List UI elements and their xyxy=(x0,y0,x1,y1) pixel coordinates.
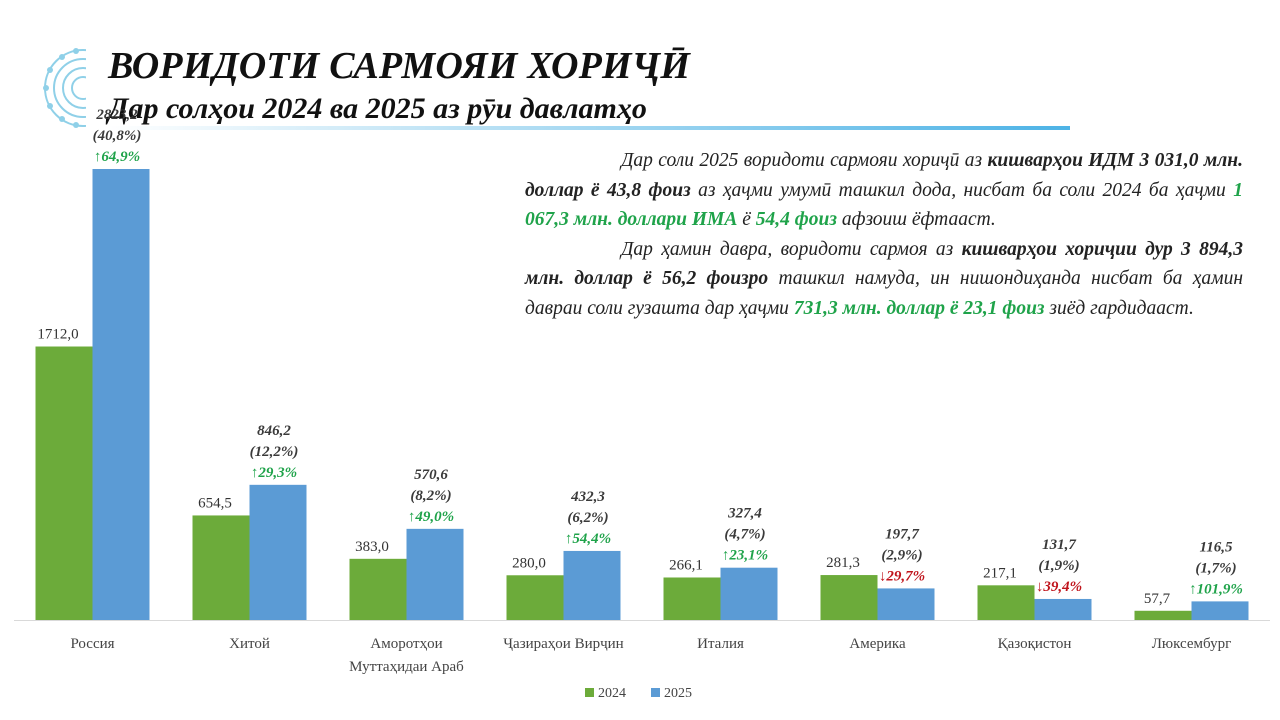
description-run: афзоиш ёфтааст. xyxy=(836,209,996,230)
data-label-2025: 2823,2 xyxy=(95,107,138,123)
description-run: зиёд гардидааст. xyxy=(1044,297,1194,319)
share-label: (1,9%) xyxy=(1038,558,1079,574)
share-label: (6,2%) xyxy=(567,510,608,526)
data-label-2024: 266,1 xyxy=(669,557,703,573)
bar-2025-1 xyxy=(249,484,307,620)
share-label: (4,7%) xyxy=(724,527,765,543)
category-label: Россия xyxy=(70,636,114,652)
data-label-2025: 197,7 xyxy=(885,526,919,542)
bar-2024-3 xyxy=(506,575,564,620)
category-label: Аморотҳои xyxy=(370,636,442,652)
description-text: Дар соли 2025 воридоти сармояи хориҷӣ аз… xyxy=(525,146,1243,323)
page-title: ВОРИДОТИ САРМОЯИ ХОРИҶӢ xyxy=(108,45,691,87)
category-label: Қазоқистон xyxy=(998,636,1072,652)
category-label: Муттаҳидаи Араб xyxy=(349,659,464,675)
data-label-2025: 570,6 xyxy=(414,467,448,483)
bar-2025-4 xyxy=(720,567,778,620)
data-label-2024: 1712,0 xyxy=(37,327,78,343)
legend-label-2025: 2025 xyxy=(664,686,692,701)
description-run: кишварҳои ИДМ 3 031,0 млн. доллар ё 43,8… xyxy=(525,150,1243,201)
description-run: ё xyxy=(737,209,756,230)
data-label-2025: 846,2 xyxy=(257,423,291,439)
share-label: (8,2%) xyxy=(410,488,451,504)
share-label: (12,2%) xyxy=(250,444,299,460)
bar-2024-4 xyxy=(663,577,721,620)
data-label-2025: 131,7 xyxy=(1042,537,1076,553)
description-run: 1 067,3 млн. доллари ИМА xyxy=(525,179,1243,231)
category-label: Ҷазираҳои Вирҷин xyxy=(503,636,623,652)
bar-2024-0 xyxy=(35,346,93,620)
description-paragraph-cis: Дар соли 2025 воридоти сармояи хориҷӣ аз… xyxy=(525,146,1243,235)
data-label-2025: 116,5 xyxy=(1200,539,1233,555)
change-label: ↑54,4% xyxy=(565,531,611,547)
change-label: ↑49,0% xyxy=(408,509,454,525)
category-label: Италия xyxy=(697,636,744,652)
legend-swatch-2025 xyxy=(651,688,660,697)
bar-2025-3 xyxy=(563,550,621,620)
description-run: аз ҳаҷми умумӣ ташкил дода, нисбат ба со… xyxy=(690,179,1234,201)
description-run: кишварҳои хориҷии дур 3 894,3 млн. долла… xyxy=(525,238,1244,290)
description-run: ташкил намуда, ин нишондиҳанда нисбат ба… xyxy=(525,268,1243,319)
bar-2024-2 xyxy=(349,558,407,620)
data-label-2024: 217,1 xyxy=(983,565,1017,581)
bar-2025-7 xyxy=(1191,601,1249,620)
data-label-2025: 432,3 xyxy=(570,489,605,505)
data-label-2024: 281,3 xyxy=(826,555,860,571)
legend-swatch-2024 xyxy=(585,688,594,697)
data-label-2024: 57,7 xyxy=(1144,591,1171,607)
share-label: (40,8%) xyxy=(93,128,142,144)
data-label-2024: 280,0 xyxy=(512,555,546,571)
change-label: ↓29,7% xyxy=(879,568,925,584)
share-label: (1,7%) xyxy=(1195,560,1236,576)
change-label: ↓39,4% xyxy=(1036,579,1082,595)
page-subtitle: Дар солҳои 2024 ва 2025 аз рӯи давлатҳо xyxy=(108,92,647,125)
category-label: Хитой xyxy=(229,636,270,652)
category-label: Америка xyxy=(849,636,906,652)
bar-2025-2 xyxy=(406,528,464,620)
bar-2025-0 xyxy=(92,169,150,620)
description-run: Дар ҳамин давра, воридоти сармоя аз xyxy=(621,238,962,260)
bar-2024-6 xyxy=(977,585,1035,620)
legend-label-2024: 2024 xyxy=(598,686,626,701)
category-label: Люксембург xyxy=(1152,636,1232,652)
bar-2024-1 xyxy=(192,515,250,620)
share-label: (2,9%) xyxy=(881,547,922,563)
description-paragraph-far-abroad: Дар ҳамин давра, воридоти сармоя аз кишв… xyxy=(525,235,1243,324)
bar-2024-7 xyxy=(1134,610,1192,620)
change-label: ↑101,9% xyxy=(1189,581,1243,597)
change-label: ↑64,9% xyxy=(94,149,140,165)
description-run: 54,4 фоиз xyxy=(755,209,837,230)
change-label: ↑29,3% xyxy=(251,465,297,481)
change-label: ↑23,1% xyxy=(722,548,768,564)
description-run: 731,3 млн. доллар ё 23,1 фоиз xyxy=(793,297,1045,319)
description-run: Дар соли 2025 воридоти сармояи хориҷӣ аз xyxy=(621,150,988,171)
data-label-2024: 654,5 xyxy=(198,495,232,511)
data-label-2025: 327,4 xyxy=(727,506,762,522)
data-label-2024: 383,0 xyxy=(355,539,389,555)
ornament-logo-icon xyxy=(43,48,86,128)
bar-2025-6 xyxy=(1034,598,1092,620)
bar-2025-5 xyxy=(877,588,935,620)
title-underline xyxy=(108,126,1070,130)
bar-2024-5 xyxy=(820,575,878,620)
